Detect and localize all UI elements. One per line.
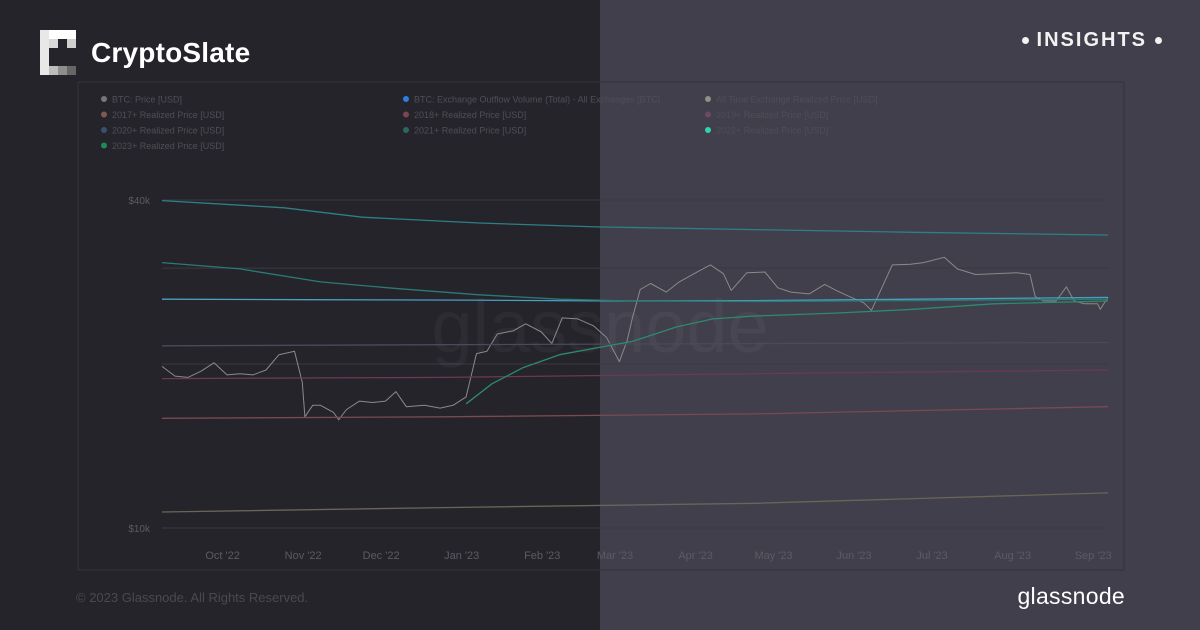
y-tick-label: $40k bbox=[128, 196, 151, 207]
legend-label: All Time Exchange Realized Price [USD] bbox=[716, 95, 878, 105]
x-tick-label: Jun '23 bbox=[837, 550, 872, 562]
x-tick-label: Feb '23 bbox=[524, 550, 560, 562]
right-light-panel bbox=[600, 0, 1200, 630]
chart-frame bbox=[77, 81, 1125, 571]
legend-label: 2018+ Realized Price [USD] bbox=[414, 110, 526, 120]
legend-swatch bbox=[705, 96, 711, 102]
bullet-icon bbox=[1155, 37, 1162, 44]
series-line bbox=[161, 261, 1109, 303]
legend-label: 2020+ Realized Price [USD] bbox=[112, 126, 224, 136]
legend-label: 2022+ Realized Price [USD] bbox=[716, 126, 828, 136]
bullet-icon bbox=[1021, 37, 1029, 44]
legend-label: 2021+ Realized Price [USD] bbox=[414, 126, 526, 136]
legend-swatch bbox=[403, 111, 409, 118]
x-axis: Oct '22 Nov '22 Dec '22 Jan '23 Feb '23 Mar '… bbox=[205, 550, 1111, 562]
series-line bbox=[465, 300, 1109, 405]
series-line bbox=[161, 256, 1109, 421]
legend-label: 2019+ Realized Price [USD] bbox=[716, 110, 828, 120]
chart-watermark: glassnode bbox=[431, 285, 768, 368]
x-tick-label: Apr '23 bbox=[678, 550, 713, 562]
y-axis: $40k $10k bbox=[128, 196, 151, 535]
legend-label: 2023+ Realized Price [USD] bbox=[112, 141, 224, 151]
glassnode-logo: glassnode bbox=[1017, 583, 1125, 609]
x-tick-label: Sep '23 bbox=[1075, 550, 1112, 562]
x-tick-label: Jan '23 bbox=[444, 550, 479, 562]
series-line bbox=[161, 492, 1109, 513]
x-tick-label: Jul '23 bbox=[916, 550, 947, 562]
legend-swatch bbox=[101, 96, 107, 102]
chart-series bbox=[161, 199, 1109, 513]
series-line bbox=[161, 406, 1109, 419]
legend-swatch bbox=[101, 142, 107, 149]
insights-label: INSIGHTS bbox=[1036, 29, 1147, 51]
y-tick-label: $10k bbox=[128, 524, 151, 535]
legend-label: BTC: Exchange Outflow Volume (Total) - A… bbox=[414, 95, 660, 105]
x-tick-label: May '23 bbox=[754, 550, 792, 562]
x-tick-label: Dec '22 bbox=[363, 550, 400, 562]
chart-legend: BTC: Price [USD] BTC: Exchange Outflow Vo… bbox=[101, 95, 878, 151]
legend-swatch bbox=[101, 127, 107, 133]
series-line bbox=[161, 369, 1109, 380]
legend-label: 2017+ Realized Price [USD] bbox=[112, 110, 224, 120]
x-tick-label: Nov '22 bbox=[285, 550, 322, 562]
insights-badge: INSIGHTS bbox=[1014, 29, 1170, 52]
cryptoslate-brand: CryptoSlate bbox=[40, 30, 250, 75]
copyright-text: © 2023 Glassnode. All Rights Reserved. bbox=[76, 590, 309, 605]
brand-name: CryptoSlate bbox=[91, 36, 251, 68]
left-dark-panel bbox=[0, 0, 600, 630]
legend-swatch bbox=[705, 111, 711, 118]
chart-gridlines bbox=[162, 199, 1108, 529]
legend-swatch bbox=[403, 96, 409, 102]
cryptoslate-logo-icon bbox=[40, 30, 76, 75]
series-line bbox=[161, 341, 1109, 347]
legend-swatch bbox=[101, 111, 107, 118]
x-tick-label: Oct '22 bbox=[205, 550, 240, 562]
legend-swatch bbox=[403, 127, 409, 133]
legend-swatch bbox=[705, 127, 711, 133]
x-tick-label: Aug '23 bbox=[994, 550, 1031, 562]
x-tick-label: Mar '23 bbox=[597, 550, 633, 562]
legend-label: BTC: Price [USD] bbox=[112, 95, 182, 105]
series-line bbox=[161, 199, 1109, 236]
